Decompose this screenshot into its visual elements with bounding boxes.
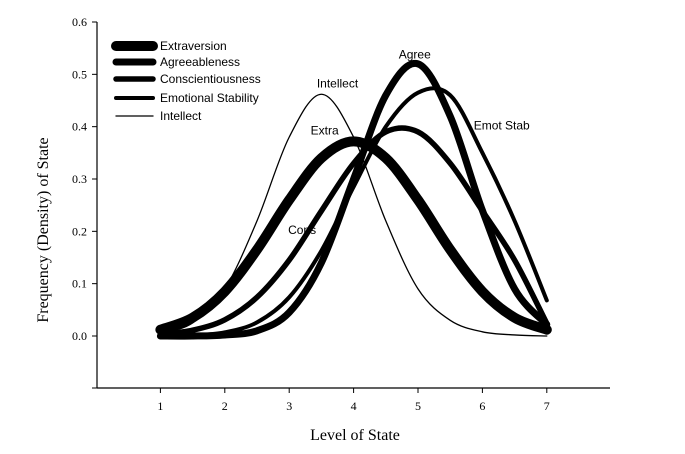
series-line-extraversion (155, 136, 552, 335)
x-tick-label: 7 (544, 399, 550, 413)
y-tick-label: 0.1 (72, 277, 87, 291)
x-tick-label: 6 (479, 399, 485, 413)
x-axis-title: Level of State (310, 427, 400, 444)
series-lines (155, 59, 552, 340)
legend-label-agreeableness: Agreeableness (160, 55, 240, 69)
x-tick-label: 1 (157, 399, 163, 413)
y-tick-label: 0.2 (72, 224, 87, 238)
x-tick-label: 5 (415, 399, 421, 413)
series-line-agreeableness (156, 59, 551, 340)
curve-annotations: Intellect Agree Extra Emot Stab Cons (288, 48, 530, 237)
legend: Extraversion Agreeableness Conscientious… (111, 39, 261, 123)
annotation-agree: Agree (399, 48, 431, 62)
x-tick-label: 4 (351, 399, 357, 413)
x-tick-label: 3 (286, 399, 292, 413)
plot-area: 0.0 0.1 0.2 0.3 0.4 0.5 0.6 1 2 3 4 5 6 7 Intellect A… (72, 15, 610, 413)
legend-label-emotional-stability: Emotional Stability (160, 91, 259, 105)
legend-label-intellect: Intellect (160, 109, 202, 123)
y-axis-title: Frequency (Density) of State (35, 137, 52, 322)
legend-label-conscientiousness: Conscientiousness (160, 72, 261, 86)
annotation-emot-stab: Emot Stab (474, 118, 530, 132)
y-tick-label: 0.4 (72, 120, 87, 134)
y-tick-label: 0.6 (72, 15, 87, 29)
y-axis-ticks: 0.0 0.1 0.2 0.3 0.4 0.5 0.6 (72, 15, 97, 389)
y-tick-label: 0.5 (72, 67, 87, 81)
annotation-cons: Cons (288, 223, 316, 237)
x-tick-label: 2 (222, 399, 228, 413)
annotation-extra: Extra (311, 124, 339, 138)
annotation-intellect: Intellect (317, 76, 359, 90)
y-tick-label: 0.0 (72, 329, 87, 343)
legend-label-extraversion: Extraversion (160, 39, 227, 53)
y-tick-label: 0.3 (72, 172, 87, 186)
x-axis-ticks: 1 2 3 4 5 6 7 (157, 388, 550, 413)
